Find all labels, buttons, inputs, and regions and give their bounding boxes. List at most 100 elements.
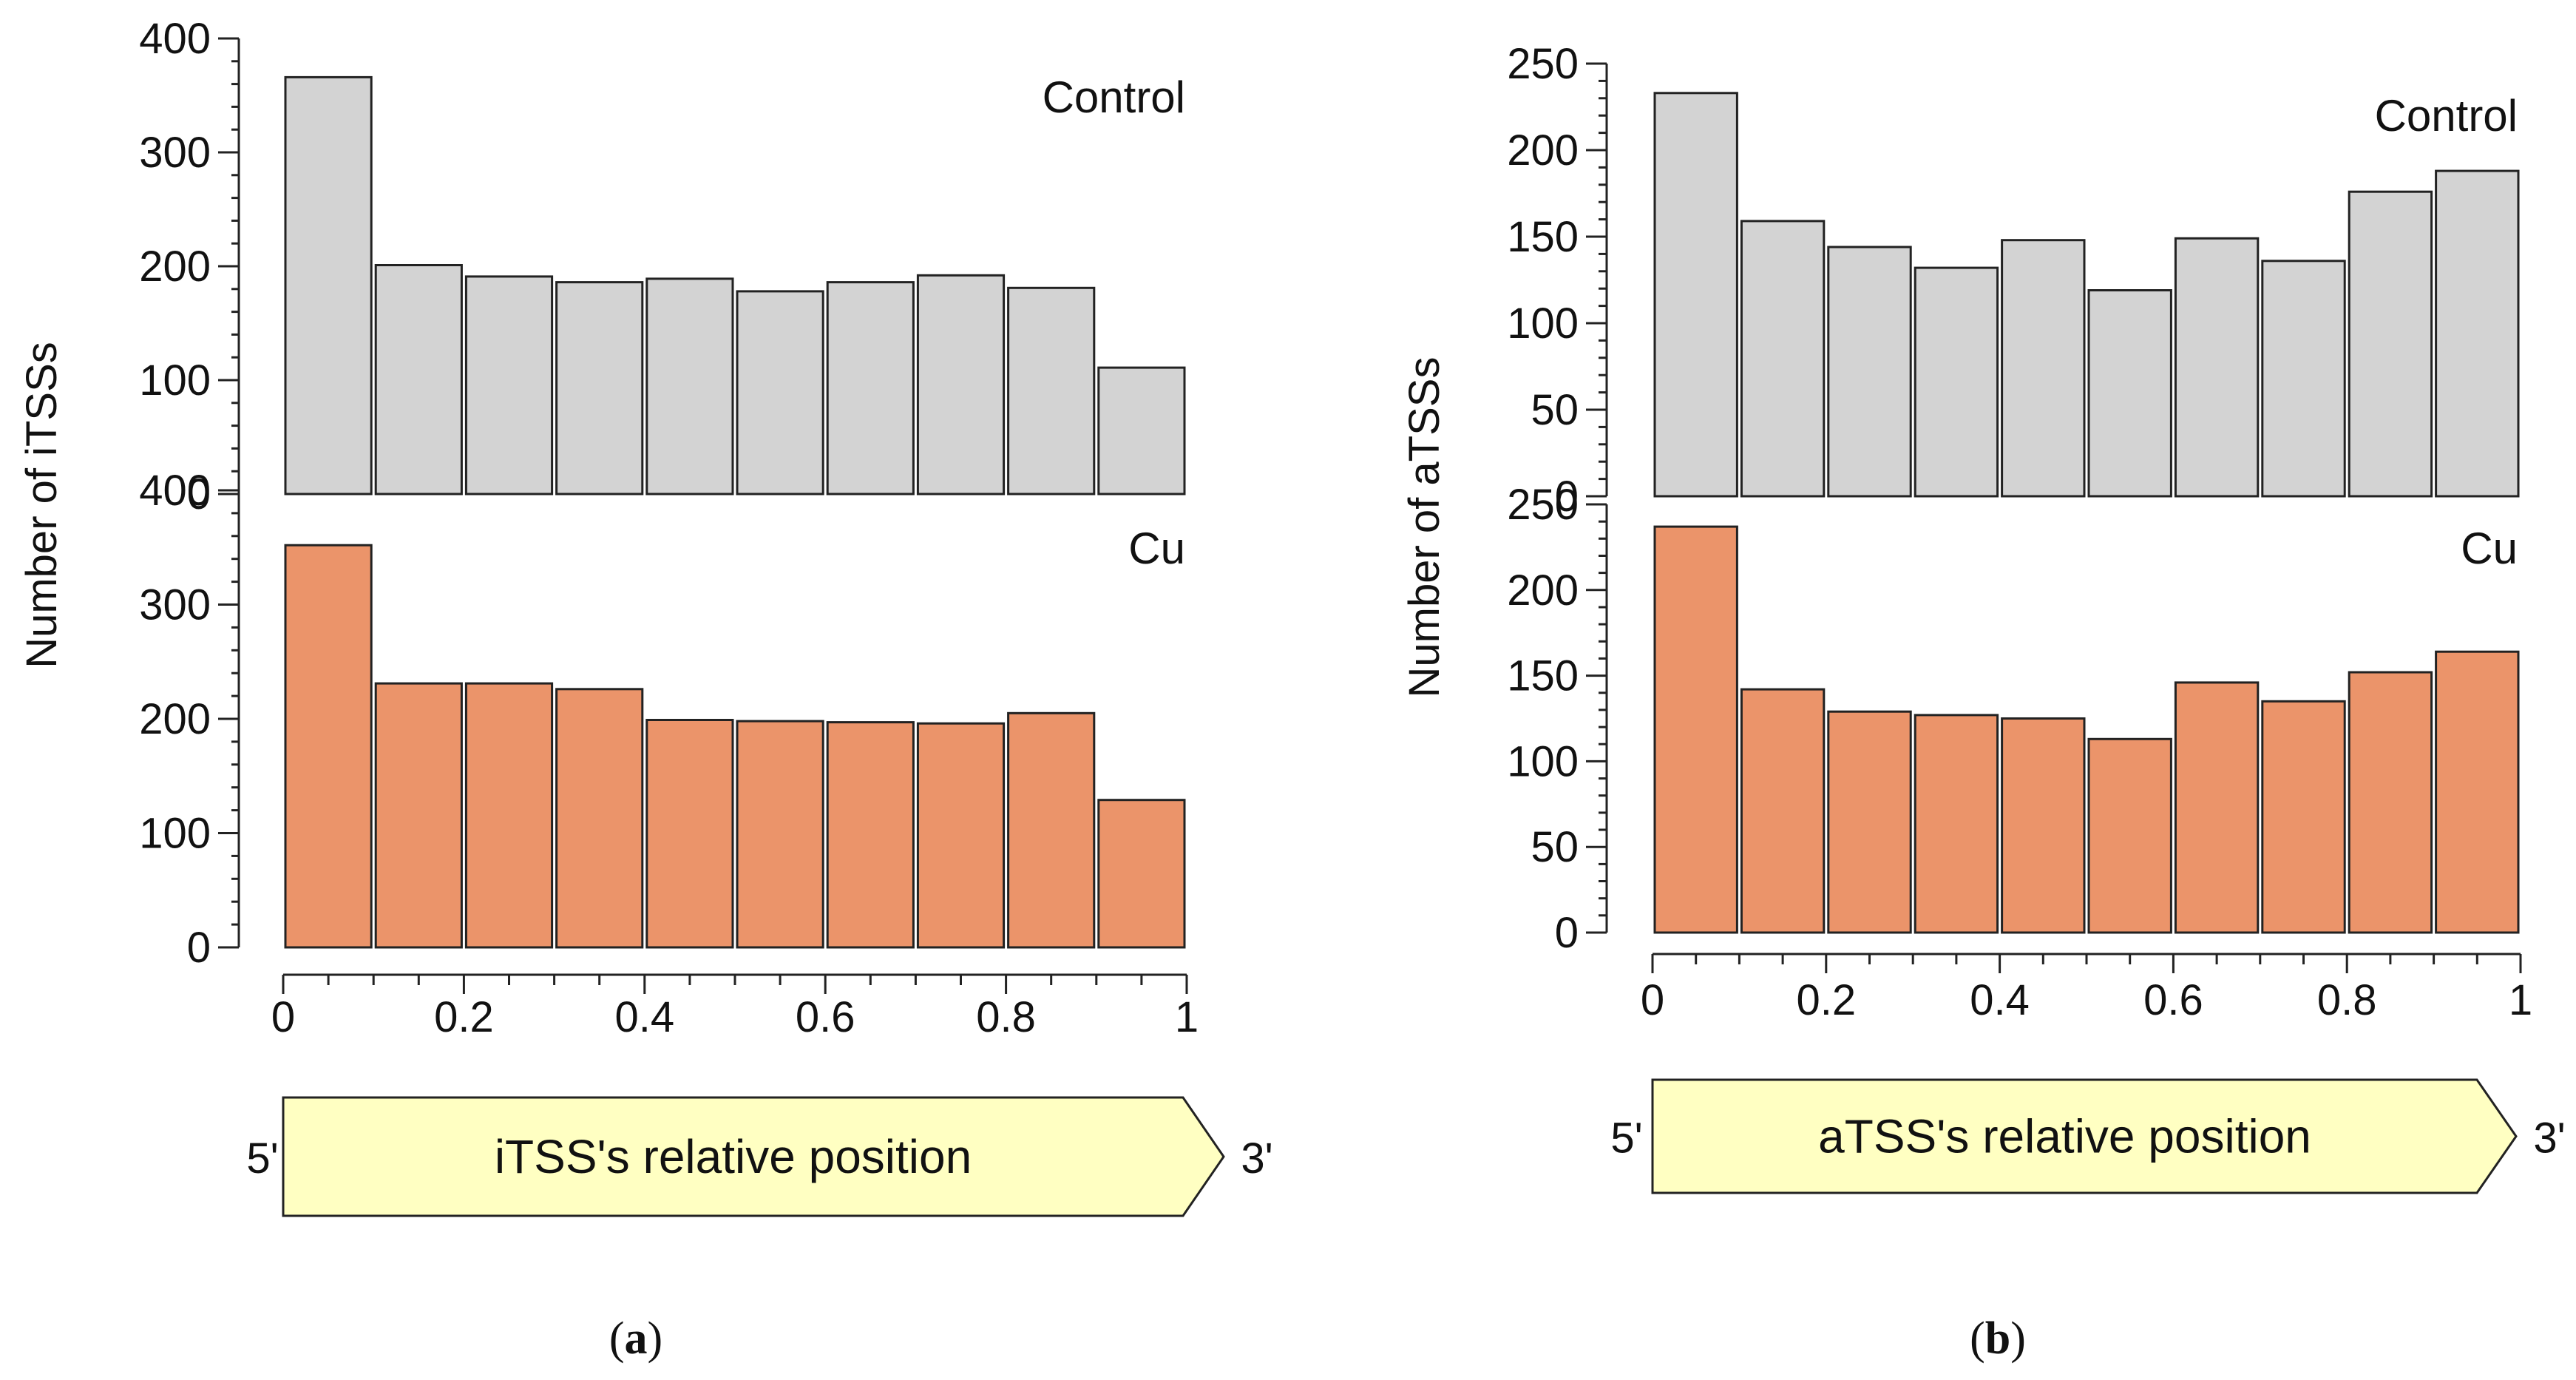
- bar-control-2: [374, 264, 463, 495]
- chart-panel-b: 0 50 100 150 200 250 Control 0 50 100 150 200 250 Cu N…: [1400, 40, 2566, 1364]
- y-tick-label: 300: [139, 129, 211, 177]
- x-tick-label: 0.8: [2317, 976, 2377, 1024]
- bar-control-9: [1007, 286, 1096, 495]
- y-tick-label: 100: [1507, 737, 1579, 785]
- y-tick-label: 200: [1507, 566, 1579, 615]
- series-cu: 0 100 200 300 400 Cu: [139, 467, 1186, 972]
- bar-cu-6: [2087, 737, 2172, 934]
- bar-control-8: [2261, 260, 2346, 498]
- y-tick-label: 0: [187, 924, 211, 972]
- bar-control-6: [2087, 289, 2172, 498]
- y-tick-label: 150: [1507, 652, 1579, 700]
- bar-cu-10: [1097, 799, 1186, 949]
- bar-control-4: [555, 281, 644, 495]
- y-tick-label: 200: [139, 695, 211, 743]
- bar-control-5: [2001, 239, 2086, 498]
- x-axis: 0 0.2 0.4 0.6 0.8 1: [1641, 953, 2532, 1024]
- three-prime-label: 3': [2533, 1115, 2565, 1163]
- x-axis-title: aTSS's relative position: [1818, 1110, 2311, 1163]
- y-tick-label: 100: [139, 356, 211, 405]
- bar-cu-2: [1740, 688, 1826, 934]
- bar-cu-4: [1914, 714, 1999, 934]
- condition-label-cu: Cu: [1128, 524, 1185, 573]
- y-axis-title: Number of aTSSs: [1400, 357, 1448, 698]
- bar-control-7: [826, 281, 915, 495]
- gene-direction-arrow: [282, 1096, 1225, 1217]
- bar-control-3: [464, 275, 554, 495]
- x-tick-label: 1: [2509, 976, 2532, 1024]
- x-tick-label: 0.4: [614, 993, 674, 1041]
- x-tick-label: 0.2: [1796, 976, 1856, 1024]
- y-tick-label: 100: [1507, 300, 1579, 348]
- y-tick-label: 0: [1555, 473, 1579, 521]
- y-tick-label: 50: [1531, 386, 1579, 434]
- y-tick-label: 300: [139, 581, 211, 629]
- bar-control-9: [2348, 190, 2433, 498]
- bar-control-8: [916, 274, 1006, 495]
- condition-label-control: Control: [1043, 72, 1185, 122]
- condition-label-control: Control: [2375, 91, 2518, 141]
- panel-caption-letter: b: [1985, 1313, 2010, 1364]
- panel-caption: (b): [1970, 1313, 2026, 1364]
- y-tick-label: 400: [139, 15, 211, 63]
- y-tick-label: 250: [1507, 481, 1579, 529]
- bar-cu-3: [464, 682, 554, 949]
- gene-direction-arrow: [1651, 1078, 2518, 1194]
- bar-control-4: [1914, 266, 1999, 498]
- y-tick-label: 200: [1507, 126, 1579, 175]
- x-tick-label: 0: [1641, 976, 1664, 1024]
- condition-label-cu: Cu: [2461, 524, 2518, 573]
- bar-cu-1: [284, 544, 373, 949]
- bar-cu-7: [2174, 681, 2260, 934]
- y-tick-label: 400: [139, 467, 211, 515]
- x-tick-label: 0.4: [1970, 976, 2030, 1024]
- bar-cu-5: [645, 719, 734, 949]
- x-tick-label: 0.2: [434, 993, 494, 1041]
- y-tick-label: 200: [139, 243, 211, 291]
- chart-panel-a: 0 100 200 300 400 Control 0 100 200 300 400 Cu Numbe…: [18, 15, 1273, 1364]
- bar-cu-7: [826, 721, 915, 949]
- bar-control-5: [645, 277, 734, 495]
- bar-cu-9: [2348, 671, 2433, 934]
- bar-cu-5: [2001, 717, 2086, 934]
- y-tick-label: 150: [1507, 213, 1579, 261]
- panel-caption-letter: a: [625, 1313, 648, 1364]
- x-tick-label: 0.8: [976, 993, 1036, 1041]
- x-axis-title: iTSS's relative position: [495, 1130, 972, 1183]
- three-prime-label: 3': [1241, 1134, 1272, 1183]
- bar-cu-10: [2435, 650, 2520, 934]
- bar-control-6: [736, 290, 824, 495]
- bar-cu-8: [916, 722, 1006, 949]
- bar-cu-3: [1827, 710, 1912, 934]
- bar-cu-8: [2261, 700, 2346, 934]
- bar-control-2: [1740, 220, 1826, 498]
- bar-cu-1: [1653, 525, 1738, 934]
- series-control: 0 100 200 300 400 Control: [139, 15, 1186, 518]
- y-axis-title: Number of iTSSs: [18, 342, 66, 669]
- x-axis: 0 0.2 0.4 0.6 0.8 1: [271, 973, 1199, 1041]
- bar-cu-4: [555, 688, 644, 949]
- panel-caption: (a): [609, 1313, 662, 1364]
- x-tick-label: 0.6: [2143, 976, 2203, 1024]
- bar-control-10: [1097, 366, 1186, 495]
- five-prime-label: 5': [1610, 1115, 1642, 1163]
- bar-control-1: [284, 75, 373, 495]
- x-tick-label: 0.6: [796, 993, 855, 1041]
- y-tick-label: 100: [139, 810, 211, 858]
- five-prime-label: 5': [246, 1134, 278, 1183]
- bar-cu-2: [374, 682, 463, 949]
- bar-control-10: [2435, 169, 2520, 498]
- x-tick-label: 1: [1175, 993, 1199, 1041]
- x-tick-label: 0: [271, 993, 295, 1041]
- y-tick-label: 0: [1555, 909, 1579, 957]
- y-tick-label: 50: [1531, 823, 1579, 871]
- bar-control-3: [1827, 246, 1912, 498]
- bar-cu-6: [736, 720, 824, 949]
- y-tick-label: 250: [1507, 40, 1579, 88]
- bar-control-7: [2174, 237, 2260, 498]
- bar-control-1: [1653, 92, 1738, 498]
- y-tick-label: 0: [187, 470, 211, 518]
- series-control: 0 50 100 150 200 250 Control: [1507, 40, 2520, 521]
- series-cu: 0 50 100 150 200 250 Cu: [1507, 481, 2520, 957]
